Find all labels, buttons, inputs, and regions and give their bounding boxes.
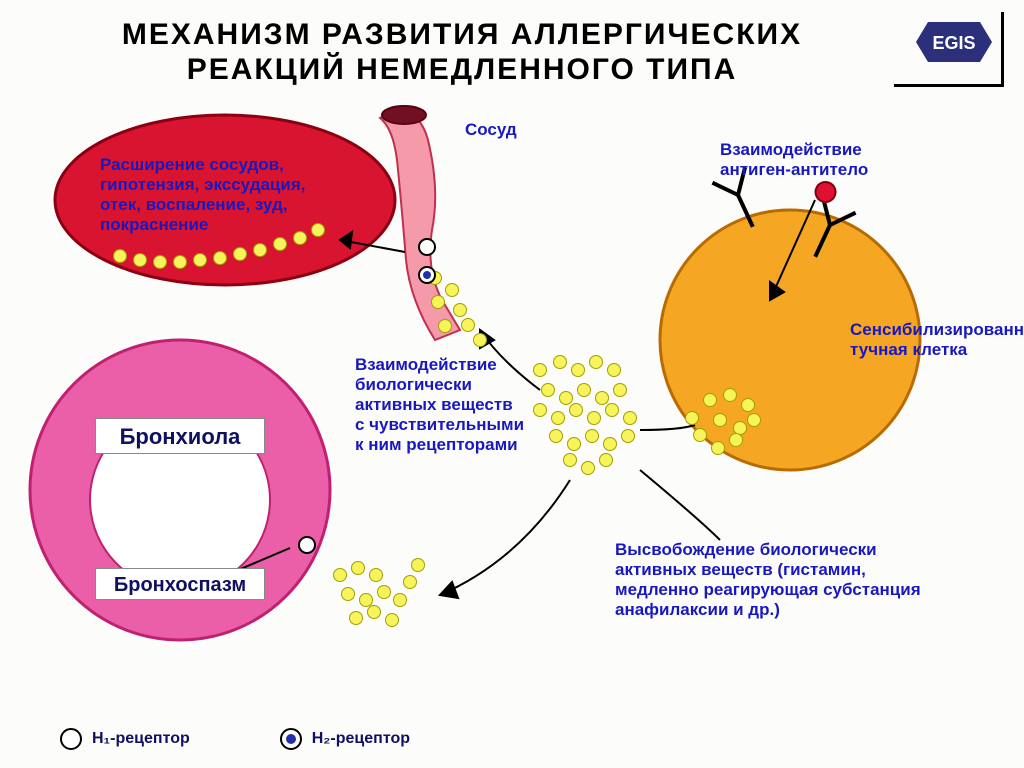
histamine-particle: [747, 413, 761, 427]
histamine-particle: [233, 247, 247, 261]
histamine-particle: [595, 391, 609, 405]
histamine-particle: [587, 411, 601, 425]
histamine-particle: [581, 461, 595, 475]
h2-receptor-icon: [280, 728, 302, 750]
histamine-particle: [273, 237, 287, 251]
histamine-particle: [367, 605, 381, 619]
legend-h1-label: Н₁-рецептор: [92, 730, 190, 748]
histamine-particle: [377, 585, 391, 599]
histamine-particle: [213, 251, 227, 265]
histamine-particle: [553, 355, 567, 369]
label-vessel: Сосуд: [465, 120, 517, 140]
histamine-particle: [349, 611, 363, 625]
histamine-particle: [723, 388, 737, 402]
label-effects: Расширение сосудов, гипотензия, экссудац…: [100, 155, 360, 235]
histamine-particle: [403, 575, 417, 589]
antigen-icon: [812, 179, 839, 206]
histamine-particle: [569, 403, 583, 417]
histamine-particle: [585, 429, 599, 443]
h1-receptor: [298, 536, 316, 554]
histamine-particle: [613, 383, 627, 397]
histamine-particle: [685, 411, 699, 425]
histamine-particle: [351, 561, 365, 575]
histamine-particle: [113, 249, 127, 263]
h1-receptor: [418, 238, 436, 256]
label-bronchiole-box: Бронхиола: [95, 418, 265, 454]
histamine-particle: [589, 355, 603, 369]
h2-receptor: [418, 266, 436, 284]
receptor-legend: Н₁-рецептор Н₂-рецептор: [60, 728, 410, 750]
h1-receptor-icon: [60, 728, 82, 750]
histamine-particle: [445, 283, 459, 297]
histamine-particle: [438, 319, 452, 333]
histamine-particle: [571, 363, 585, 377]
histamine-particle: [253, 243, 267, 257]
label-interaction: Взаимодействие антиген-антитело: [720, 140, 868, 180]
histamine-particle: [741, 398, 755, 412]
label-release: Высвобождение биологически активных веще…: [615, 540, 1015, 620]
histamine-particle: [607, 363, 621, 377]
histamine-particle: [729, 433, 743, 447]
legend-h2: Н₂-рецептор: [280, 728, 410, 750]
histamine-particle: [567, 437, 581, 451]
histamine-particle: [563, 453, 577, 467]
histamine-particle: [603, 437, 617, 451]
histamine-particle: [559, 391, 573, 405]
histamine-particle: [605, 403, 619, 417]
blood-vessel: [380, 106, 460, 340]
histamine-particle: [461, 318, 475, 332]
histamine-particle: [153, 255, 167, 269]
histamine-particle: [693, 428, 707, 442]
histamine-particle: [711, 441, 725, 455]
histamine-particle: [341, 587, 355, 601]
histamine-particle: [713, 413, 727, 427]
histamine-particle: [621, 429, 635, 443]
label-bronchospasm-box: Бронхоспазм: [95, 568, 265, 600]
histamine-particle: [453, 303, 467, 317]
histamine-particle: [411, 558, 425, 572]
histamine-particle: [473, 333, 487, 347]
legend-h1: Н₁-рецептор: [60, 728, 190, 750]
label-bio-active: Взаимодействие биологически активных вещ…: [355, 355, 555, 455]
histamine-particle: [369, 568, 383, 582]
histamine-particle: [173, 255, 187, 269]
histamine-particle: [333, 568, 347, 582]
label-mast-cell: Сенсибилизированная тучная клетка: [850, 320, 1020, 360]
histamine-particle: [577, 383, 591, 397]
histamine-particle: [385, 613, 399, 627]
histamine-particle: [393, 593, 407, 607]
histamine-particle: [193, 253, 207, 267]
histamine-particle: [133, 253, 147, 267]
legend-h2-label: Н₂-рецептор: [312, 730, 410, 748]
histamine-particle: [703, 393, 717, 407]
histamine-particle: [599, 453, 613, 467]
histamine-particle: [431, 295, 445, 309]
histamine-particle: [623, 411, 637, 425]
